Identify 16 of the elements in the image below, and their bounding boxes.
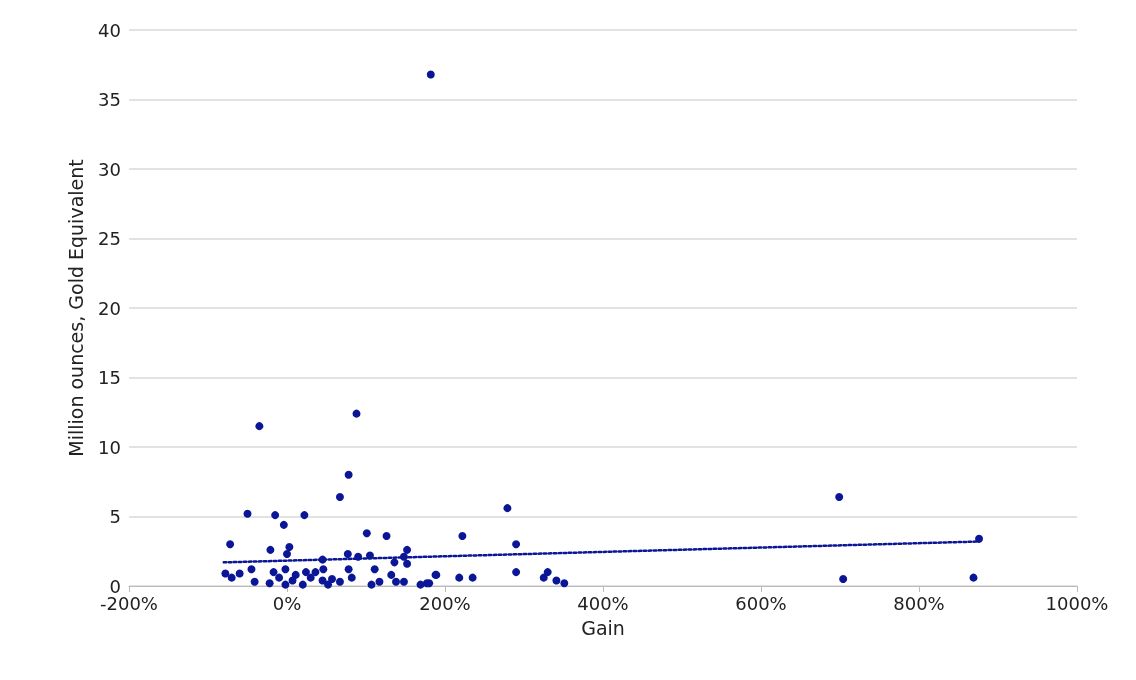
y-axis-title: Million ounces, Gold Equivalent: [64, 159, 87, 457]
y-tick-label: 40: [98, 19, 121, 41]
y-tick-label: 20: [98, 297, 121, 319]
y-tick-label: 25: [98, 228, 121, 249]
y-tick-label: 35: [98, 89, 121, 110]
x-tick-label: 400%: [577, 592, 629, 614]
y-tick-label: 30: [98, 158, 121, 180]
x-tick-label: 200%: [419, 592, 471, 614]
x-tick-label: 800%: [893, 592, 945, 614]
x-tick-label: 600%: [735, 592, 787, 614]
x-axis-title: Gain: [581, 616, 625, 639]
y-tick-label: 10: [98, 436, 121, 458]
y-tick-label: 5: [109, 506, 121, 527]
x-tick-label: 0%: [272, 592, 302, 614]
y-tick-label: 15: [98, 367, 121, 388]
x-tick-label: 1000%: [1045, 592, 1109, 614]
